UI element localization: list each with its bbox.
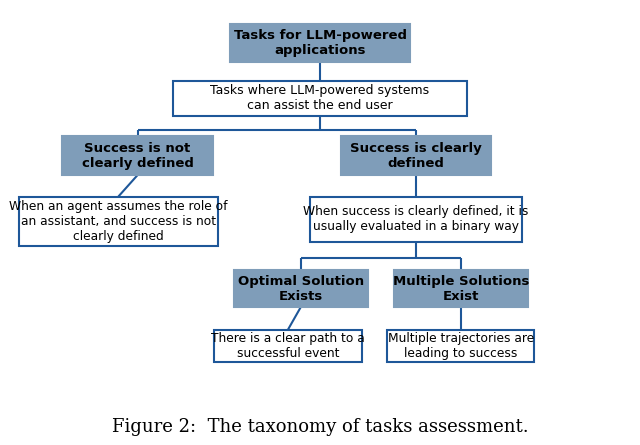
Text: When an agent assumes the role of
an assistant, and success is not
clearly defin: When an agent assumes the role of an ass… (9, 199, 228, 243)
FancyBboxPatch shape (234, 270, 368, 307)
FancyBboxPatch shape (310, 197, 522, 242)
FancyBboxPatch shape (173, 81, 467, 116)
Text: Multiple trajectories are
leading to success: Multiple trajectories are leading to suc… (388, 332, 534, 360)
Text: Success is clearly
defined: Success is clearly defined (350, 142, 482, 170)
Text: When success is clearly defined, it is
usually evaluated in a binary way: When success is clearly defined, it is u… (303, 205, 529, 233)
Text: Success is not
clearly defined: Success is not clearly defined (82, 142, 193, 170)
FancyBboxPatch shape (394, 270, 528, 307)
Text: Optimal Solution
Exists: Optimal Solution Exists (237, 275, 364, 303)
Text: Multiple Solutions
Exist: Multiple Solutions Exist (392, 275, 529, 303)
FancyBboxPatch shape (214, 330, 362, 362)
FancyBboxPatch shape (340, 136, 492, 175)
Text: Tasks where LLM-powered systems
can assist the end user: Tasks where LLM-powered systems can assi… (211, 84, 429, 112)
FancyBboxPatch shape (230, 24, 410, 62)
FancyBboxPatch shape (387, 330, 534, 362)
Text: Tasks for LLM-powered
applications: Tasks for LLM-powered applications (234, 29, 406, 57)
Text: Figure 2:  The taxonomy of tasks assessment.: Figure 2: The taxonomy of tasks assessme… (112, 418, 528, 436)
FancyBboxPatch shape (19, 197, 218, 246)
FancyBboxPatch shape (63, 136, 212, 175)
Text: There is a clear path to a
successful event: There is a clear path to a successful ev… (211, 332, 365, 360)
